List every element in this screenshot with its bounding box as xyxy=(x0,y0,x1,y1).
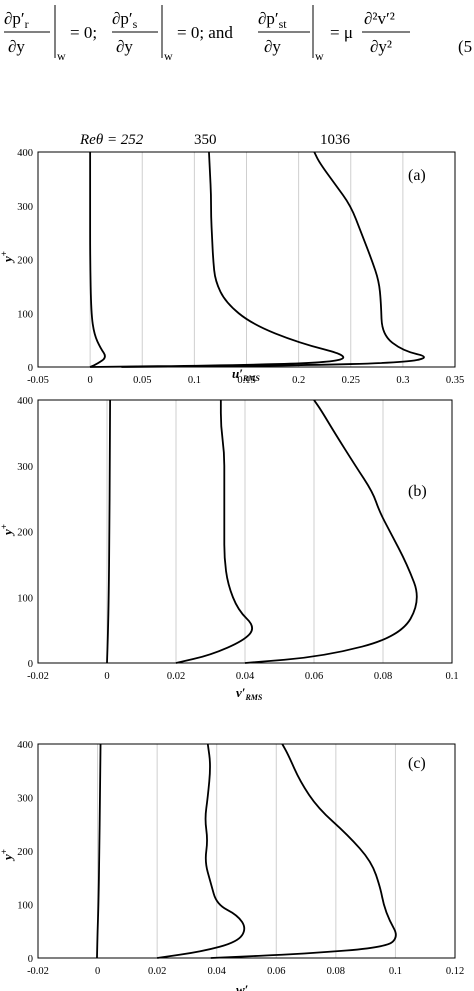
series-line-2 xyxy=(121,151,425,368)
x-tick-label: 0.3 xyxy=(396,375,409,385)
y-axis-label-b: y+ xyxy=(0,524,15,537)
equation: ∂p′r ∂y w = 0; ∂p′s ∂y w = 0; and ∂p′st … xyxy=(4,5,472,63)
series-line-2 xyxy=(210,743,397,959)
y-tick-label: 400 xyxy=(17,148,33,159)
x-tick-label: -0.02 xyxy=(27,966,49,977)
chart-u-rms: Reθ = 252 350 1036 -0.05 0 0.05 0.1 0.15 0.2 0… xyxy=(0,132,464,385)
x-tick-label: 0.02 xyxy=(167,671,185,682)
x-tick-label: 0.04 xyxy=(208,966,227,977)
series-line-1 xyxy=(157,743,246,959)
series-line-2 xyxy=(244,399,418,664)
svg-text:∂p′st: ∂p′st xyxy=(258,9,287,31)
re-label-1036: 1036 xyxy=(320,132,351,148)
svg-text:= 0; and: = 0; and xyxy=(177,23,233,42)
series-line-0 xyxy=(89,152,106,368)
y-tick-label: 100 xyxy=(17,593,33,604)
series-line-0 xyxy=(106,399,112,664)
y-tick-label: 400 xyxy=(17,740,33,751)
panel-label-c: (c) xyxy=(408,755,426,772)
x-tick-label: 0 xyxy=(88,375,93,385)
svg-text:∂y²: ∂y² xyxy=(370,37,392,56)
y-tick-label: 400 xyxy=(17,396,33,407)
x-tick-label: 0.25 xyxy=(342,375,360,385)
re-label-350: 350 xyxy=(194,132,217,148)
svg-text:∂p′s: ∂p′s xyxy=(112,9,138,31)
chart-v-rms: -0.02 0 0.02 0.04 0.06 0.08 0.1 0100200300400 … xyxy=(0,396,459,702)
plot-area xyxy=(37,151,456,368)
series-line-0 xyxy=(96,743,102,959)
x-axis-label-c: w′RMS xyxy=(236,982,266,991)
series-line-1 xyxy=(175,400,254,664)
svg-text:= μ: = μ xyxy=(330,23,353,42)
y-tick-label: 0 xyxy=(28,954,33,965)
x-tick-label: 0.15 xyxy=(237,375,255,385)
svg-text:w: w xyxy=(57,49,66,63)
x-tick-label: 0.08 xyxy=(327,966,345,977)
x-tick-label: 0.1 xyxy=(389,966,402,977)
equation-term-st: ∂p′st ∂y w = μ ∂²v′² ∂y² xyxy=(258,5,410,63)
equation-term-s: ∂p′s ∂y w = 0; and xyxy=(112,5,233,63)
x-axis-label-b: v′RMS xyxy=(236,685,263,702)
x-tick-label: 0.02 xyxy=(148,966,166,977)
chart-w-rms: -0.02 0 0.02 0.04 0.06 0.08 0.1 0.12 0100200300… xyxy=(0,740,464,991)
svg-text:∂p′r: ∂p′r xyxy=(4,9,29,31)
svg-text:∂y: ∂y xyxy=(264,37,281,56)
series-line-1 xyxy=(90,151,345,368)
x-tick-label: -0.02 xyxy=(27,671,49,682)
x-tick-label: 0.08 xyxy=(374,671,392,682)
plot-area xyxy=(37,743,456,959)
svg-text:w: w xyxy=(164,49,173,63)
equation-number: (5 xyxy=(458,37,472,56)
x-tick-label: 0.1 xyxy=(445,671,458,682)
y-tick-label: 0 xyxy=(28,363,33,374)
x-tick-label: 0.1 xyxy=(188,375,201,385)
re-label-252: Reθ = 252 xyxy=(79,132,144,148)
y-tick-label: 100 xyxy=(17,309,33,320)
svg-text:= 0;: = 0; xyxy=(70,23,97,42)
svg-text:∂²v′²: ∂²v′² xyxy=(364,9,395,28)
y-tick-label: 100 xyxy=(17,901,33,912)
x-tick-label: 0.35 xyxy=(446,375,464,385)
y-tick-label: 200 xyxy=(17,847,33,858)
y-axis-label-c: y+ xyxy=(0,849,15,862)
x-tick-label: 0.06 xyxy=(305,671,323,682)
x-tick-label: 0.04 xyxy=(236,671,255,682)
panel-label-b: (b) xyxy=(408,483,427,500)
y-tick-label: 300 xyxy=(17,462,33,473)
svg-text:∂y: ∂y xyxy=(116,37,133,56)
svg-text:w: w xyxy=(315,49,324,63)
x-tick-label: 0.06 xyxy=(267,966,285,977)
y-tick-label: 200 xyxy=(17,528,33,539)
y-axis-label-a: y+ xyxy=(0,251,15,264)
x-axis-label-a: u′RMS xyxy=(232,366,260,383)
x-tick-label: 0.2 xyxy=(292,375,305,385)
panel-label-a: (a) xyxy=(408,167,426,184)
x-tick-label: -0.05 xyxy=(27,375,49,385)
equation-term-r: ∂p′r ∂y w = 0; xyxy=(4,5,97,63)
y-tick-label: 300 xyxy=(17,794,33,805)
x-tick-label: 0 xyxy=(95,966,100,977)
y-tick-label: 200 xyxy=(17,256,33,267)
y-tick-label: 0 xyxy=(28,659,33,670)
x-tick-label: 0 xyxy=(104,671,109,682)
y-tick-label: 300 xyxy=(17,202,33,213)
x-tick-label: 0.12 xyxy=(446,966,464,977)
x-tick-label: 0.05 xyxy=(133,375,151,385)
svg-text:∂y: ∂y xyxy=(8,37,25,56)
